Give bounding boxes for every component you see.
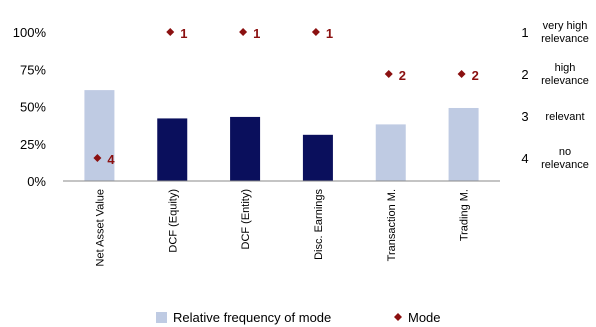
category-label: DCF (Equity) [167,189,179,253]
bar-trading-m [448,107,479,181]
right-relevance-label: relevant [545,111,584,123]
bar-dcf-equity [157,118,188,181]
mode-marker [384,70,393,78]
left-tick-label: 100% [13,25,47,40]
category-label: Net Asset Value [94,189,106,266]
bar-dcf-entity [230,116,261,181]
category-label: Disc. Earnings [313,189,325,260]
bar-transaction-m [375,124,406,181]
mode-data-label: 2 [399,68,406,83]
left-tick-label: 0% [27,174,46,189]
legend-label-mode: Mode [408,310,441,325]
mode-marker [239,28,248,36]
legend-swatch-relative-frequency [156,312,167,323]
right-relevance-label: relevance [541,75,589,87]
right-tick-label: 2 [521,67,528,82]
mode-data-label: 2 [472,68,479,83]
mode-data-label: 1 [180,26,187,41]
left-tick-label: 50% [20,100,46,115]
right-relevance-label: relevance [541,33,589,45]
category-label: DCF (Entity) [240,189,252,250]
right-tick-label: 3 [521,109,528,124]
right-relevance-label: relevance [541,159,589,171]
mode-series: 4 1 1 1 2 2 [93,26,479,167]
legend: Relative frequency of mode Mode [156,310,441,325]
mode-marker [93,154,102,162]
category-label: Trading M. [459,189,471,241]
right-tick-label: 4 [521,151,528,166]
right-relevance-label: no [559,146,571,158]
mode-marker [311,28,320,36]
legend-swatch-mode [394,313,402,321]
mode-marker [457,70,466,78]
left-tick-label: 75% [20,62,46,77]
left-axis-ticks: 0% 25% 50% 75% 100% [13,25,47,189]
mode-data-label: 1 [326,26,333,41]
legend-label-relative-frequency: Relative frequency of mode [173,310,331,325]
bar-series [84,90,479,181]
right-relevance-label: very high [543,20,588,32]
mode-data-label: 4 [107,152,115,167]
left-tick-label: 25% [20,137,46,152]
right-tick-label: 1 [521,25,528,40]
bar-net-asset-value [84,90,115,181]
bar-disc-earnings [302,134,333,181]
mode-data-label: 1 [253,26,260,41]
category-label: Transaction M. [386,189,398,261]
mode-marker [166,28,175,36]
right-relevance-label: high [555,62,576,74]
category-labels: Net Asset Value DCF (Equity) DCF (Entity) D… [94,189,470,267]
